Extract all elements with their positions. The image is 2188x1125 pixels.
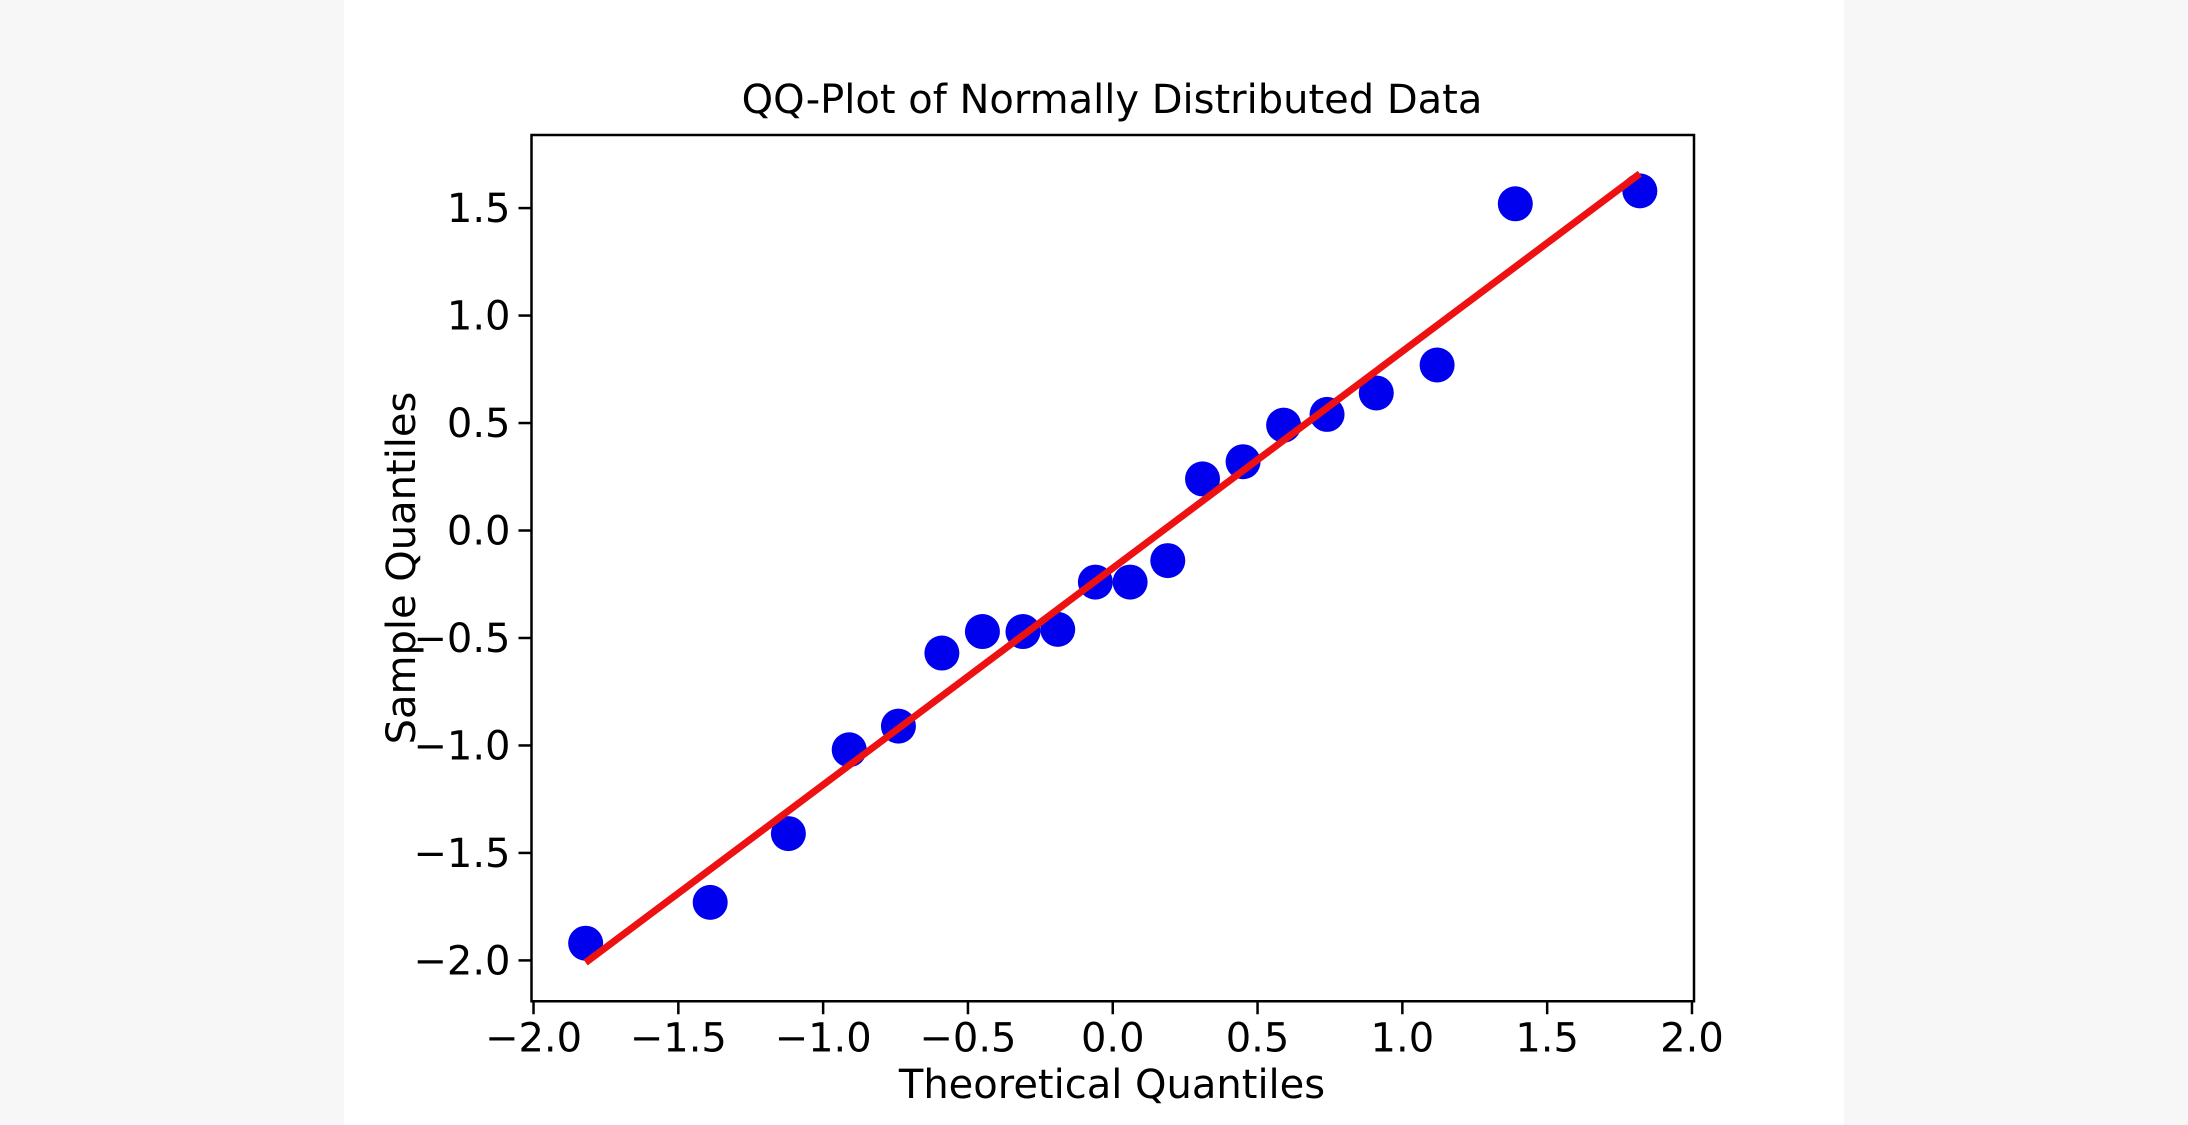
scatter-point xyxy=(1497,186,1533,222)
x-tick-label: 0.5 xyxy=(1226,1015,1290,1061)
y-tick-label: 1.0 xyxy=(447,294,511,340)
x-tick-label: −1.0 xyxy=(775,1015,872,1061)
y-tick-label: 1.5 xyxy=(447,186,511,232)
scatter-point xyxy=(692,884,728,920)
x-tick-label: −0.5 xyxy=(919,1015,1016,1061)
scatter-point xyxy=(1150,543,1186,579)
scatter-point xyxy=(1185,461,1221,497)
scatter-point xyxy=(1040,611,1076,647)
scatter-point xyxy=(964,614,1000,650)
y-tick-label: −1.0 xyxy=(413,723,510,769)
x-tick-label: 1.0 xyxy=(1371,1015,1435,1061)
x-tick-label: −1.5 xyxy=(630,1015,727,1061)
y-tick-label: 0.5 xyxy=(447,401,511,447)
y-axis-label: Sample Quantiles xyxy=(379,391,425,745)
y-tick-label: −2.0 xyxy=(413,938,510,984)
x-tick-label: 0.0 xyxy=(1081,1015,1145,1061)
x-tick-label: 2.0 xyxy=(1660,1015,1724,1061)
scatter-point xyxy=(924,635,960,671)
scatter-point xyxy=(1112,564,1148,600)
fit-line xyxy=(583,170,1642,966)
x-axis-label: Theoretical Quantiles xyxy=(898,1062,1326,1108)
matplotlib-figure: −2.0 −1.5 −1.0 −0.5 0.0 0.5 1.0 1.5 2.0 1.5 1.0 0.5… xyxy=(344,0,1844,1125)
qq-plot-axes: −2.0 −1.5 −1.0 −0.5 0.0 0.5 1.0 1.5 2.0 1.5 1.0 0.5… xyxy=(413,133,1724,1061)
y-tick-label: −0.5 xyxy=(413,616,510,662)
scatter-point xyxy=(770,816,806,852)
scatter-point xyxy=(1358,375,1394,411)
scatter-point xyxy=(1225,444,1261,480)
axes-frame xyxy=(530,133,1696,1003)
y-tick-label: 0.0 xyxy=(447,509,511,555)
x-tick-label: 1.5 xyxy=(1515,1015,1579,1061)
scatter-point xyxy=(1309,396,1345,432)
scatter-point xyxy=(1419,347,1455,383)
x-tick-label: −2.0 xyxy=(485,1015,582,1061)
chart-title: QQ-Plot of Normally Distributed Data xyxy=(741,77,1483,123)
y-tick-label: −1.5 xyxy=(413,831,510,877)
